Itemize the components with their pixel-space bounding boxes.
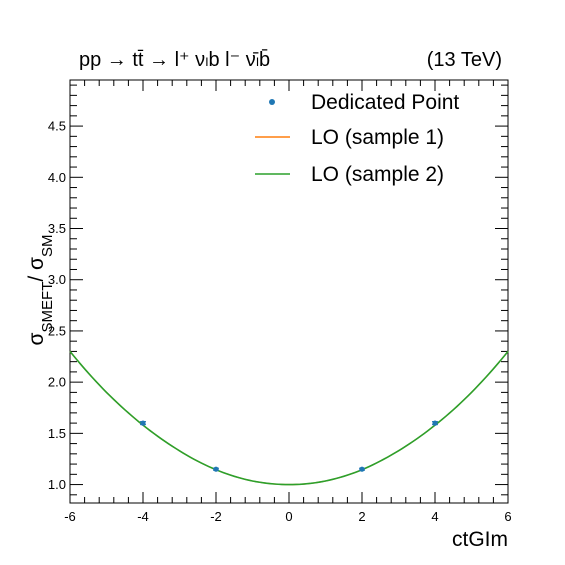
data-point [140, 420, 146, 426]
process-label: pp → tt̄ → l⁺ νₗb l⁻ ν̄ₗb̄ [79, 48, 270, 71]
y-tick-label: 1.0 [48, 477, 66, 492]
x-tick-label: -2 [210, 509, 222, 524]
y-tick-label: 2.5 [48, 323, 66, 338]
data-point [432, 420, 438, 426]
x-tick-label: 0 [285, 509, 292, 524]
legend-label: Dedicated Point [311, 91, 459, 114]
y-tick-label: 3.0 [48, 272, 66, 287]
legend-marker-point [269, 99, 275, 105]
y-axis-title-mid: / σ [25, 257, 48, 282]
series-line-1 [69, 351, 509, 486]
y-tick-label: 4.5 [48, 119, 66, 134]
legend: Dedicated Point LO (sample 1) LO (sample 2… [255, 91, 459, 186]
x-tick-label: -6 [64, 509, 76, 524]
x-tick-label: 6 [504, 509, 511, 524]
x-tick-label: 2 [358, 509, 365, 524]
x-tick-label: 4 [431, 509, 438, 524]
legend-label: LO (sample 2) [311, 163, 444, 186]
data-point [213, 466, 219, 472]
y-tick-label: 1.5 [48, 426, 66, 441]
y-axis-title-sub2: SM [39, 235, 56, 258]
x-axis-title: ctGIm [452, 528, 508, 551]
series-line-2 [69, 350, 509, 486]
energy-label: (13 TeV) [427, 49, 502, 71]
legend-label: LO (sample 1) [311, 126, 444, 149]
y-axis-title-sub1: SMEFT [39, 282, 56, 333]
y-tick-label: 2.0 [48, 375, 66, 390]
y-tick-label: 3.5 [48, 221, 66, 236]
x-tick-label: -4 [137, 509, 149, 524]
chart-header: pp → tt̄ → l⁺ νₗb l⁻ ν̄ₗb̄ (13 TeV) [79, 48, 502, 71]
y-tick-label: 4.0 [48, 170, 66, 185]
plot-area: -6 -4 -2 0 2 4 6 1.0 1.5 2.0 2.5 3.0 3.5 4.0 4.5 [48, 79, 512, 524]
data-point [359, 466, 365, 472]
